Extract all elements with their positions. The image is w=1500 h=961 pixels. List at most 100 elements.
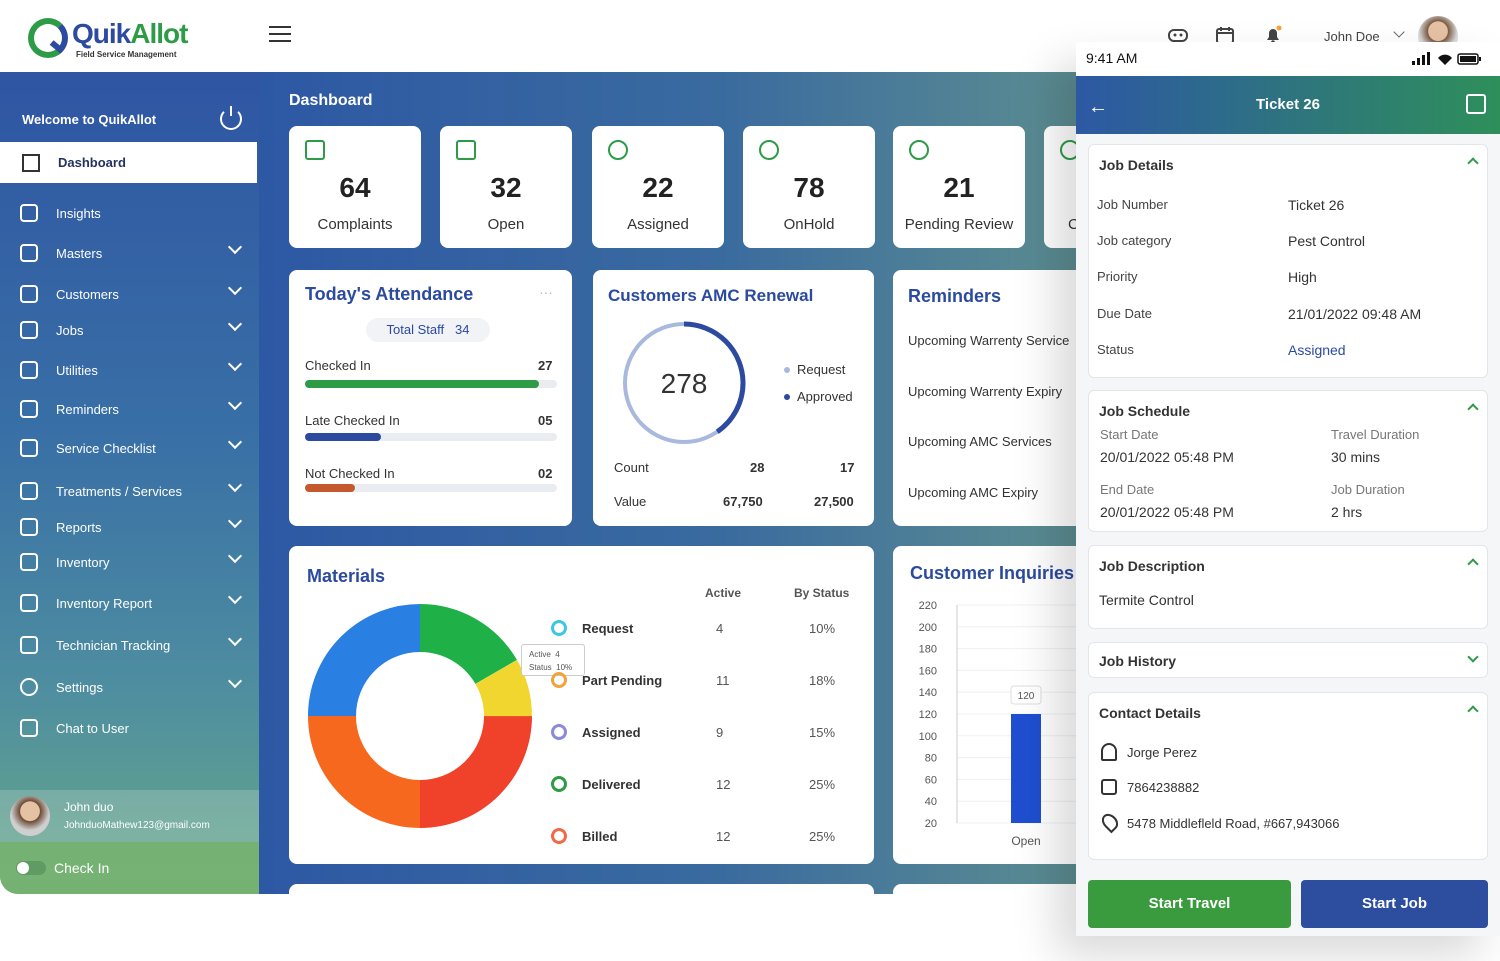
start-travel-button[interactable]: Start Travel: [1088, 880, 1291, 928]
sidebar-item-customers[interactable]: Customers: [0, 279, 257, 309]
bell-icon: [20, 400, 38, 418]
reports-icon: [20, 518, 38, 536]
chevron-up-icon[interactable]: [1467, 403, 1479, 415]
stat-card-pending-review[interactable]: 21 Pending Review: [893, 126, 1025, 248]
main-content: Dashboard 64 Complaints 32 Open 22 Assigned…: [259, 72, 1104, 904]
bell-icon[interactable]: [1263, 25, 1283, 45]
materials-donut-chart: [308, 604, 532, 828]
more-options-icon[interactable]: ···: [539, 284, 553, 300]
back-arrow-icon[interactable]: ←: [1088, 96, 1108, 118]
stat-value: 64: [339, 172, 371, 203]
donut-slice-green: [308, 604, 532, 828]
schedule-value: 2 hrs: [1331, 504, 1363, 520]
y-tick-label: 200: [919, 622, 937, 634]
legend-ring-icon: [551, 828, 567, 844]
job-history-section[interactable]: Job History: [1088, 642, 1488, 678]
sidebar-item-insights[interactable]: Insights: [0, 198, 257, 228]
stat-card-onhold[interactable]: 78 OnHold: [743, 126, 875, 248]
sidebar-item-settings[interactable]: Settings: [0, 672, 257, 702]
checkin-label: Check In: [54, 860, 110, 876]
chat-icon: [20, 719, 38, 737]
contact-address[interactable]: 5478 Middlefleld Road, #667,943066: [1127, 816, 1340, 831]
dashboard-icon: [22, 154, 40, 172]
phone-icon[interactable]: [1101, 779, 1117, 795]
legend-dot: [784, 394, 790, 400]
sidebar-item-technician-tracking[interactable]: Technician Tracking: [0, 630, 257, 660]
y-tick-label: 160: [919, 665, 937, 677]
inventory-icon: [20, 553, 38, 571]
sidebar-item-utilities[interactable]: Utilities: [0, 355, 257, 385]
sidebar-item-dashboard[interactable]: Dashboard: [0, 142, 257, 183]
top-bar: QuikAllot Field Service Management John …: [0, 0, 1500, 72]
attendance-label: Late Checked In: [305, 413, 400, 428]
sidebar-item-label: Technician Tracking: [56, 638, 171, 653]
sidebar-item-jobs[interactable]: Jobs: [0, 315, 257, 345]
sidebar-item-label: Reminders: [56, 402, 119, 417]
chevron-down-icon: [227, 356, 243, 372]
sidebar-item-service-checklist[interactable]: Service Checklist: [0, 433, 257, 463]
stat-label: Complaints: [317, 216, 393, 233]
chevron-up-icon[interactable]: [1467, 705, 1479, 717]
external-link-icon: [456, 140, 476, 160]
detail-key: Due Date: [1097, 306, 1152, 321]
customers-icon: [20, 285, 38, 303]
masters-icon: [20, 244, 38, 262]
user-menu-name[interactable]: John Doe: [1324, 29, 1380, 44]
schedule-key: Start Date: [1100, 427, 1159, 442]
location-pin-icon[interactable]: [1098, 810, 1122, 834]
job-description-text: Termite Control: [1099, 592, 1194, 608]
chevron-down-icon: [227, 673, 243, 689]
count-label: Count: [614, 460, 649, 475]
edit-icon[interactable]: [1466, 94, 1486, 114]
stat-label: Open: [487, 216, 525, 233]
column-header-active: Active: [705, 586, 742, 600]
y-tick-label: 20: [925, 818, 937, 830]
chevron-down-icon[interactable]: [1467, 651, 1479, 663]
reminder-item[interactable]: Upcoming Warrenty Expiry: [908, 384, 1063, 399]
hamburger-menu-icon[interactable]: [269, 26, 291, 44]
sidebar-item-label: Dashboard: [58, 155, 126, 170]
game-controller-icon[interactable]: [1168, 25, 1188, 45]
material-label: Assigned: [582, 725, 641, 740]
chevron-up-icon[interactable]: [1467, 558, 1479, 570]
stat-card-complaints[interactable]: 64 Complaints: [289, 126, 421, 248]
sidebar-item-treatments[interactable]: Treatments / Services: [0, 476, 257, 506]
reminder-item[interactable]: Upcoming Warrenty Service: [908, 333, 1070, 348]
card-title: Today's Attendance: [305, 284, 474, 304]
material-active: 11: [716, 673, 730, 688]
attendance-bar: [305, 484, 557, 492]
reminders-card: Reminders Upcoming Warrenty Service Upco…: [893, 270, 1093, 526]
chevron-up-icon[interactable]: [1467, 157, 1479, 169]
logo[interactable]: QuikAllot Field Service Management: [28, 16, 188, 62]
bar-open[interactable]: [1011, 714, 1041, 823]
start-job-button[interactable]: Start Job: [1301, 880, 1488, 928]
legend-ring-icon: [551, 776, 567, 792]
checkin-toggle[interactable]: [16, 861, 46, 875]
sidebar-user-name: John duo: [64, 800, 114, 814]
sidebar-item-reports[interactable]: Reports: [0, 512, 257, 542]
logo-text-primary: Quik: [72, 18, 131, 49]
stat-card-open[interactable]: 32 Open: [440, 126, 572, 248]
sidebar-item-masters[interactable]: Masters: [0, 238, 257, 268]
value-label: Value: [614, 494, 647, 509]
material-status: 15%: [809, 725, 836, 740]
reminder-item[interactable]: Upcoming AMC Services: [908, 434, 1052, 449]
contact-phone[interactable]: 7864238882: [1127, 780, 1200, 795]
power-icon[interactable]: [220, 106, 242, 130]
insights-icon: [20, 204, 38, 222]
legend-ring-icon: [551, 620, 567, 636]
y-tick-label: 220: [919, 600, 937, 612]
sidebar-item-chat[interactable]: Chat to User: [0, 713, 257, 743]
chevron-down-icon[interactable]: [1393, 26, 1405, 38]
sidebar-user-card[interactable]: John duo JohnduoMathew123@gmail.com: [0, 790, 259, 842]
stat-card-assigned[interactable]: 22 Assigned: [592, 126, 724, 248]
sidebar-item-inventory-report[interactable]: Inventory Report: [0, 588, 257, 618]
sidebar-item-label: Reports: [56, 520, 102, 535]
phone-status-bar: 9:41 AM: [1076, 42, 1500, 76]
sidebar-item-inventory[interactable]: Inventory: [0, 547, 257, 577]
job-description-section: Job Description Termite Control: [1088, 545, 1488, 629]
card-title: Materials: [307, 566, 386, 586]
sidebar-item-reminders[interactable]: Reminders: [0, 394, 257, 424]
reminder-item[interactable]: Upcoming AMC Expiry: [908, 485, 1039, 500]
detail-key: Job Number: [1097, 197, 1168, 212]
